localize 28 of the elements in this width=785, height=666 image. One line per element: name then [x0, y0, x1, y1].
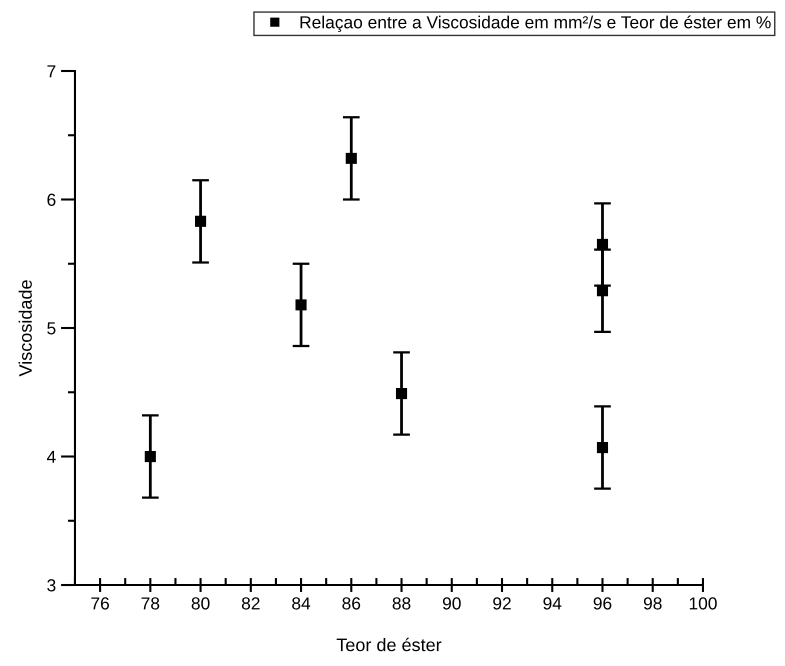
x-tick-label: 84 — [292, 597, 310, 610]
x-tick-label: 90 — [442, 597, 461, 610]
legend-label: Relaçao entre a Viscosidade em mm²/s e Teor de éster em % — [300, 15, 771, 32]
point — [596, 442, 608, 454]
x-tick-label: 80 — [192, 597, 210, 610]
x-tick-label: 86 — [342, 597, 360, 610]
y-tick-label: 4 — [46, 450, 56, 463]
x-tick-label: 76 — [91, 597, 109, 610]
x-tick-label: 96 — [594, 597, 612, 610]
x-axis-title: Teor de éster — [336, 638, 442, 652]
y-tick-label: 3 — [47, 579, 56, 592]
x-tick-label: 78 — [142, 597, 160, 610]
x-tick-label: 98 — [644, 597, 662, 610]
y-axis-title: Viscosidade — [18, 280, 32, 376]
y-tick-label: 6 — [47, 194, 56, 206]
point — [596, 285, 608, 296]
x-tick-label: 94 — [543, 597, 562, 610]
y-tick-label: 7 — [47, 65, 56, 78]
x-tick-label: 82 — [242, 597, 260, 610]
x-tick-label: 100 — [690, 597, 717, 610]
point — [144, 450, 156, 462]
x-tick-label: 88 — [392, 597, 410, 610]
point — [195, 216, 206, 227]
point — [396, 388, 408, 400]
point — [295, 299, 307, 310]
point — [346, 152, 357, 164]
y-tick-label: 5 — [47, 322, 56, 334]
x-tick-label: 92 — [493, 597, 511, 610]
